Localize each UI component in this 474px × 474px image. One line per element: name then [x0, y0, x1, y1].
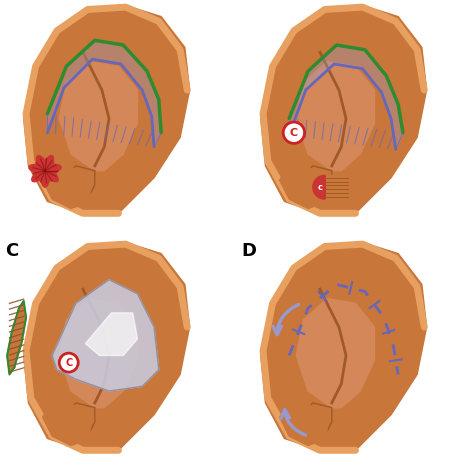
Text: c: c [318, 183, 322, 191]
Text: C: C [290, 128, 298, 138]
Polygon shape [43, 403, 90, 446]
Polygon shape [296, 299, 374, 408]
Text: D: D [242, 242, 257, 260]
Polygon shape [280, 166, 327, 209]
Polygon shape [29, 155, 61, 187]
Polygon shape [296, 62, 374, 171]
Polygon shape [261, 5, 427, 213]
Polygon shape [59, 299, 137, 408]
Polygon shape [52, 280, 159, 391]
Polygon shape [66, 403, 95, 431]
Polygon shape [7, 301, 26, 374]
Circle shape [283, 122, 304, 144]
Polygon shape [66, 166, 95, 194]
Polygon shape [303, 403, 332, 431]
Polygon shape [280, 403, 327, 446]
Polygon shape [47, 40, 161, 147]
Text: C: C [5, 242, 18, 260]
Polygon shape [43, 166, 90, 209]
Polygon shape [24, 5, 190, 213]
Polygon shape [261, 242, 427, 450]
Polygon shape [24, 242, 190, 450]
Text: C: C [65, 357, 73, 368]
Polygon shape [303, 166, 332, 194]
Polygon shape [325, 175, 348, 199]
Polygon shape [59, 62, 137, 171]
Circle shape [59, 353, 78, 372]
Polygon shape [85, 313, 137, 356]
Polygon shape [313, 175, 325, 199]
Polygon shape [289, 45, 403, 149]
